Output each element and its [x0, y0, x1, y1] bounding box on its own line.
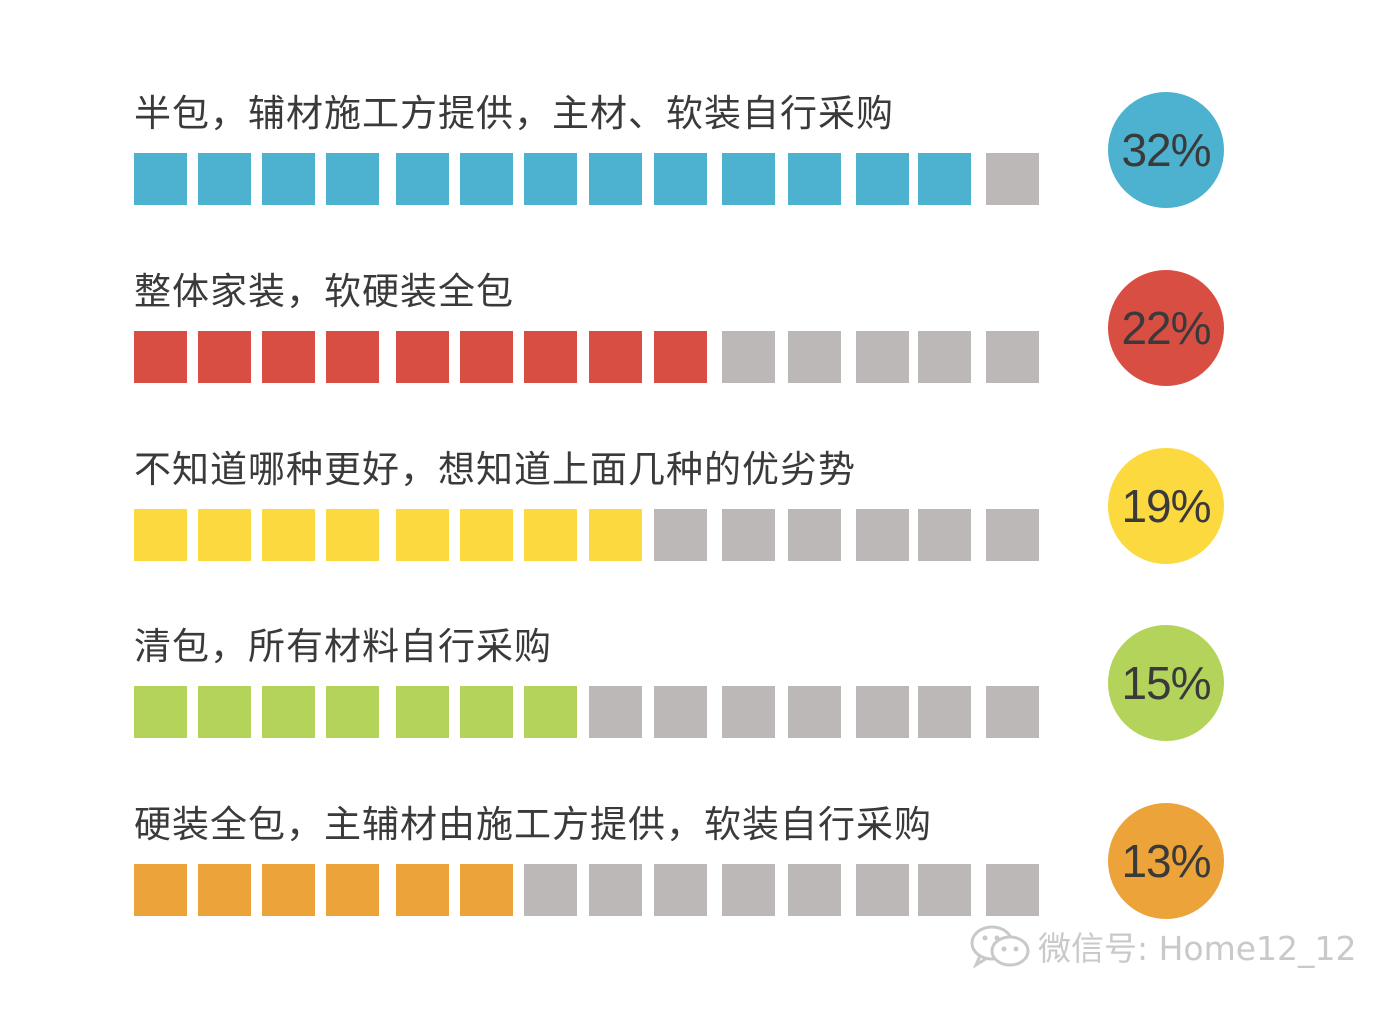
wechat-icon: [970, 925, 1030, 969]
filled-square: [396, 864, 449, 916]
filled-square: [262, 153, 315, 205]
empty-square: [856, 686, 909, 738]
percent-label: 32%: [1121, 124, 1211, 176]
square-bar: [134, 686, 1040, 738]
empty-square: [589, 864, 642, 916]
filled-square: [134, 153, 187, 205]
percent-label: 13%: [1121, 835, 1211, 887]
square-bar: [134, 864, 1040, 916]
percent-circle: 13%: [1108, 803, 1224, 919]
empty-square: [986, 686, 1039, 738]
filled-square: [524, 331, 577, 383]
square-bar: [134, 509, 1040, 561]
empty-square: [856, 331, 909, 383]
empty-square: [986, 864, 1039, 916]
filled-square: [524, 509, 577, 561]
watermark-text: 微信号: Home12_12: [1038, 929, 1357, 968]
filled-square: [134, 686, 187, 738]
category-label: 清包，所有材料自行采购: [134, 625, 552, 668]
empty-square: [986, 153, 1039, 205]
square-bar: [134, 153, 1040, 205]
percent-label: 19%: [1121, 480, 1211, 532]
filled-square: [460, 864, 513, 916]
filled-square: [460, 509, 513, 561]
percent-circle: 15%: [1108, 625, 1224, 741]
filled-square: [396, 509, 449, 561]
empty-square: [722, 509, 775, 561]
filled-square: [198, 509, 251, 561]
empty-square: [722, 331, 775, 383]
filled-square: [524, 686, 577, 738]
filled-square: [134, 331, 187, 383]
filled-square: [326, 509, 379, 561]
filled-square: [326, 331, 379, 383]
percent-label: 22%: [1121, 302, 1211, 354]
filled-square: [589, 509, 642, 561]
filled-square: [654, 153, 707, 205]
filled-square: [654, 331, 707, 383]
filled-square: [396, 153, 449, 205]
filled-square: [788, 153, 841, 205]
filled-square: [326, 864, 379, 916]
filled-square: [460, 153, 513, 205]
percent-circle: 22%: [1108, 270, 1224, 386]
category-label: 不知道哪种更好，想知道上面几种的优劣势: [134, 448, 856, 491]
filled-square: [262, 864, 315, 916]
filled-square: [918, 153, 971, 205]
filled-square: [396, 686, 449, 738]
percent-circle: 32%: [1108, 92, 1224, 208]
filled-square: [856, 153, 909, 205]
square-bar: [134, 331, 1040, 383]
filled-square: [396, 331, 449, 383]
empty-square: [788, 509, 841, 561]
filled-square: [326, 153, 379, 205]
empty-square: [589, 686, 642, 738]
empty-square: [986, 509, 1039, 561]
filled-square: [198, 331, 251, 383]
empty-square: [654, 509, 707, 561]
filled-square: [524, 153, 577, 205]
category-label: 硬装全包，主辅材由施工方提供，软装自行采购: [134, 803, 932, 846]
empty-square: [654, 864, 707, 916]
empty-square: [788, 331, 841, 383]
filled-square: [134, 864, 187, 916]
empty-square: [788, 686, 841, 738]
filled-square: [262, 509, 315, 561]
empty-square: [986, 331, 1039, 383]
percent-label: 15%: [1121, 657, 1211, 709]
watermark: 微信号: Home12_12: [968, 921, 1357, 971]
empty-square: [788, 864, 841, 916]
filled-square: [326, 686, 379, 738]
filled-square: [460, 331, 513, 383]
empty-square: [524, 864, 577, 916]
empty-square: [918, 686, 971, 738]
empty-square: [918, 331, 971, 383]
empty-square: [722, 686, 775, 738]
filled-square: [198, 864, 251, 916]
filled-square: [262, 686, 315, 738]
filled-square: [262, 331, 315, 383]
filled-square: [198, 153, 251, 205]
category-label: 半包，辅材施工方提供，主材、软装自行采购: [134, 92, 894, 135]
filled-square: [589, 153, 642, 205]
empty-square: [722, 864, 775, 916]
empty-square: [856, 509, 909, 561]
filled-square: [722, 153, 775, 205]
empty-square: [918, 864, 971, 916]
empty-square: [918, 509, 971, 561]
empty-square: [856, 864, 909, 916]
filled-square: [589, 331, 642, 383]
filled-square: [134, 509, 187, 561]
category-label: 整体家装，软硬装全包: [134, 270, 514, 313]
empty-square: [654, 686, 707, 738]
filled-square: [460, 686, 513, 738]
percent-circle: 19%: [1108, 448, 1224, 564]
filled-square: [198, 686, 251, 738]
